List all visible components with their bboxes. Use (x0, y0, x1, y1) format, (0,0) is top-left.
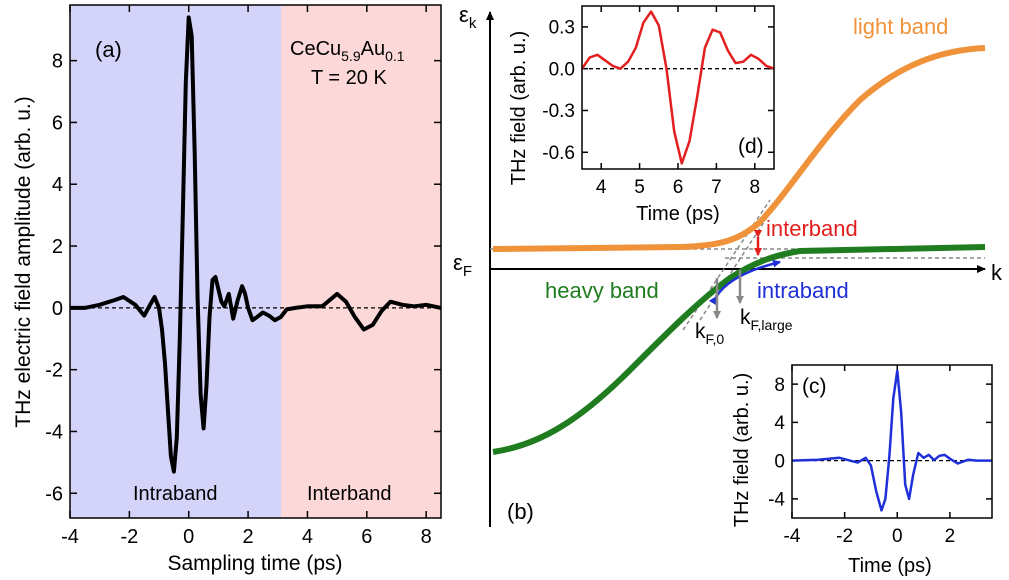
y-tick-label: -0.3 (542, 101, 575, 122)
y-tick-label: 2 (52, 236, 63, 258)
interband-region (281, 5, 441, 518)
panel-a-frame (69, 4, 442, 519)
fermi-level-label: εF (453, 250, 472, 280)
inset-d-trace (580, 10, 775, 165)
heavy-band-label: heavy band (545, 278, 659, 303)
light-band-curve (492, 45, 986, 252)
y-tick-label: -4 (768, 490, 785, 511)
panel-a-xlabel: Sampling time (ps) (167, 552, 342, 575)
inset-d-label: (d) (738, 135, 764, 158)
inset-d-background (582, 6, 774, 169)
x-tick-label: 6 (673, 177, 684, 198)
x-tick-label: 7 (711, 177, 722, 198)
inset-c: -4 -2 0 2 -4 0 4 8 (c) Time (ps) THz field (arb… (731, 364, 993, 577)
y-tick-label: 6 (52, 112, 63, 134)
y-tick-label: 8 (52, 51, 63, 73)
inset-c-ylabel: THz field (arb. u.) (731, 373, 753, 527)
panel-a-label: (a) (95, 37, 122, 62)
y-tick-label: 0.3 (549, 18, 575, 39)
x-tick-label: -2 (120, 526, 138, 548)
y-tick-label: -4 (45, 421, 63, 443)
energy-axis-label: εk (459, 2, 477, 32)
panel-b-label: (b) (507, 499, 534, 524)
inset-c-frame (791, 364, 993, 519)
panel-a-ylabel: THz electric field amplitude (arb. u.) (12, 96, 35, 427)
y-tick-label: 8 (774, 375, 785, 396)
x-tick-label: 8 (750, 177, 761, 198)
x-tick-label: -4 (784, 526, 801, 547)
kf0-label: kF,0 (695, 320, 724, 347)
y-tick-label: -0.6 (542, 143, 575, 164)
panel-a: -4 -2 0 2 4 6 8 -6 -4 -2 0 2 4 6 8 (a) CeCu5.9Au0.1 T … (12, 4, 442, 575)
k-axis-label: k (991, 260, 1003, 285)
panel-a-trace (70, 15, 442, 474)
inset-d-axes: 4 5 6 7 8 -0.6 -0.3 0.0 0.3 (542, 6, 774, 198)
panel-a-material: CeCu5.9Au0.1 (290, 38, 405, 64)
x-tick-label: 5 (634, 177, 645, 198)
inset-d-ylabel: THz field (arb. u.) (508, 31, 530, 185)
inset-d-frame (581, 5, 775, 170)
x-tick-label: 8 (421, 526, 432, 548)
y-tick-label: -2 (45, 360, 63, 382)
panel-a-temperature: T = 20 K (311, 67, 387, 89)
inset-d: 4 5 6 7 8 -0.6 -0.3 0.0 0.3 (d) Time (ps) THz fi… (508, 5, 775, 225)
guide-lines (490, 189, 985, 331)
inset-c-background (792, 365, 992, 518)
y-tick-label: 0 (52, 298, 63, 320)
kflarge-label: kF,large (740, 306, 793, 333)
x-tick-label: -4 (61, 526, 79, 548)
intraband-label: intraband (757, 278, 849, 303)
panel-b: εk εF k light band heavy band interband … (453, 2, 1003, 527)
inset-c-xlabel: Time (ps) (848, 555, 932, 577)
x-tick-label: 4 (596, 177, 607, 198)
y-tick-label: 0.0 (549, 59, 575, 80)
y-tick-label: 4 (774, 413, 785, 434)
x-tick-label: 0 (892, 526, 903, 547)
x-tick-label: 2 (945, 526, 956, 547)
y-tick-label: -6 (45, 483, 63, 505)
intraband-arrow (708, 259, 781, 306)
inset-c-label: (c) (802, 375, 827, 398)
y-tick-label: 0 (774, 451, 785, 472)
inset-c-trace (791, 369, 992, 512)
inset-d-xlabel: Time (ps) (636, 203, 720, 225)
interband-label: interband (766, 216, 858, 241)
x-tick-label: 6 (361, 526, 372, 548)
x-tick-label: -2 (836, 526, 853, 547)
interband-region-label: Interband (307, 483, 392, 505)
x-tick-label: 2 (243, 526, 254, 548)
panel-a-axes: -4 -2 0 2 4 6 8 -6 -4 -2 0 2 4 6 8 (45, 5, 441, 548)
y-tick-label: 4 (52, 174, 63, 196)
light-band-label: light band (853, 14, 948, 39)
x-tick-label: 0 (183, 526, 194, 548)
intraband-region-label: Intraband (133, 483, 218, 505)
x-tick-label: 4 (302, 526, 313, 548)
